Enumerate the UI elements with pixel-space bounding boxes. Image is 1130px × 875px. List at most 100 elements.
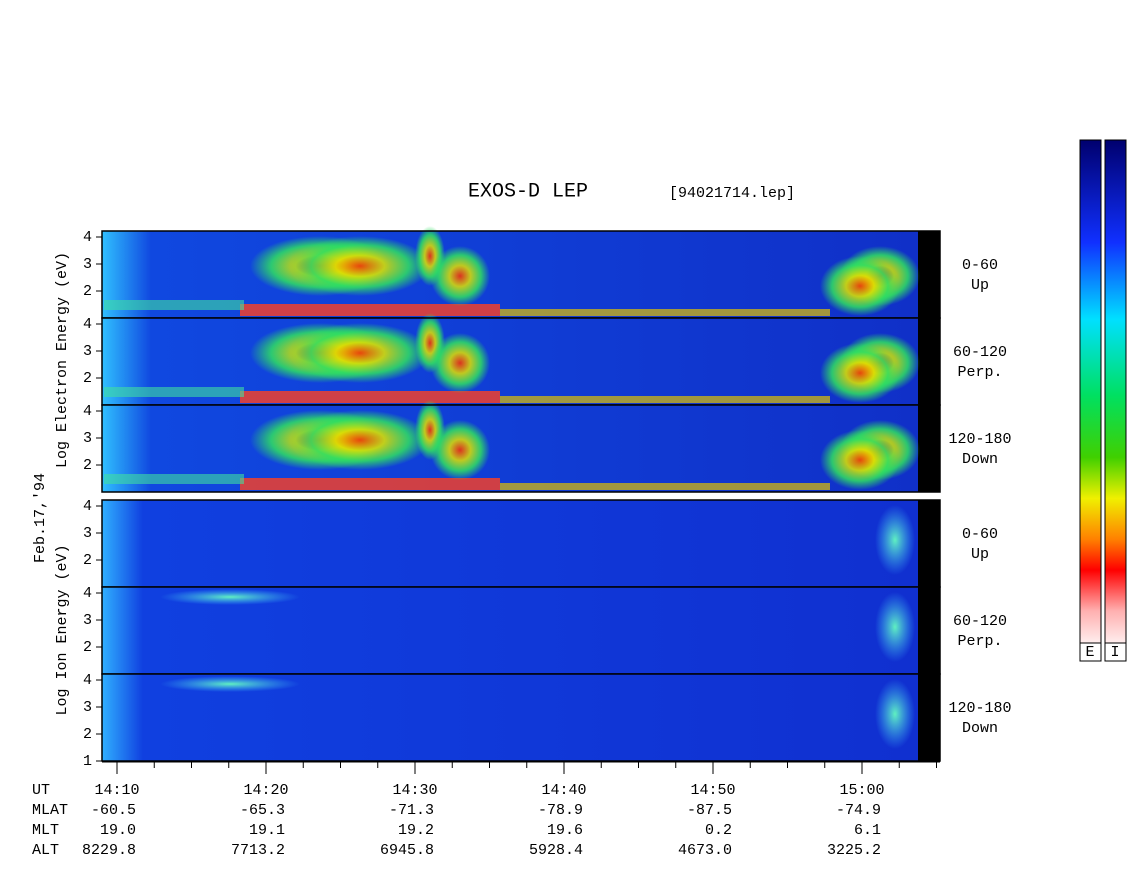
colorbar-label: I [1110,644,1119,661]
orbit-value: 19.1 [249,822,285,839]
low-energy-band [500,396,830,403]
colorbar-e [1079,139,1102,653]
pitch-angle: 0-60 [962,526,998,543]
y-tick-label: 4 [83,585,92,602]
orbit-value: 3225.2 [827,842,881,859]
low-energy-band [500,483,830,490]
y-tick-label: 2 [83,639,92,656]
title: EXOS-D LEP [468,180,588,203]
electron-axis-label: Log Electron Energy (eV) [54,252,71,468]
flux-region [290,236,430,296]
pitch-direction: Up [971,277,989,294]
orbit-value: -65.3 [240,802,285,819]
pitch-angle: 120-180 [948,700,1011,717]
y-tick-label: 3 [83,699,92,716]
no-data-strip [918,405,940,492]
y-tick-label: 3 [83,256,92,273]
orbit-value: -87.5 [687,802,732,819]
orbit-value: -78.9 [538,802,583,819]
y-tick-label: 4 [83,229,92,246]
pitch-direction: Up [971,546,989,563]
y-tick-label: 4 [83,403,92,420]
no-data-strip [918,318,940,405]
panel-frame [101,404,941,493]
colorbar-label-box [1079,642,1102,662]
y-tick-label: 2 [83,552,92,569]
panel-frame [101,673,941,762]
y-tick-label: 3 [83,430,92,447]
no-data-strip [918,231,940,318]
low-energy-band [104,387,244,397]
time-label: 14:20 [243,782,288,799]
time-label: 14:30 [392,782,437,799]
pitch-angle: 0-60 [962,257,998,274]
y-tick-label: 3 [83,525,92,542]
low-energy-band [240,304,500,316]
orbit-value: 19.6 [547,822,583,839]
orbit-value: 19.0 [100,822,136,839]
y-tick-label: 4 [83,672,92,689]
colorbar-label-box [1104,642,1127,662]
flux-region [160,676,300,692]
flux-region [430,333,490,393]
time-label: 15:00 [839,782,884,799]
orbit-value: 6.1 [854,822,881,839]
no-data-strip [918,587,940,674]
flux-region [820,343,900,403]
orbit-value: 0.2 [705,822,732,839]
no-data-strip [918,500,940,587]
flux-region [430,420,490,480]
y-tick-label: 2 [83,726,92,743]
pitch-direction: Perp. [957,633,1002,650]
row-name: MLAT [32,802,68,819]
flux-region [820,256,900,316]
y-tick-label: 1 [83,753,92,770]
y-tick-label: 3 [83,612,92,629]
flux-region [160,589,300,605]
orbit-value: -71.3 [389,802,434,819]
date-label: Feb.17,'94 [32,473,49,563]
pitch-angle: 120-180 [948,431,1011,448]
colorbar-label: E [1085,644,1094,661]
y-tick-label: 4 [83,316,92,333]
low-energy-band [104,300,244,310]
flux-region [875,505,915,575]
ion-axis-label: Log Ion Energy (eV) [54,544,71,715]
no-data-strip [918,674,940,761]
orbit-value: -60.5 [91,802,136,819]
row-name: UT [32,782,50,799]
orbit-value: 4673.0 [678,842,732,859]
pitch-direction: Down [962,720,998,737]
orbit-value: 5928.4 [529,842,583,859]
low-energy-band [240,391,500,403]
pitch-angle: 60-120 [953,344,1007,361]
orbit-value: 8229.8 [82,842,136,859]
file-name: [94021714.lep] [669,185,795,202]
y-tick-label: 2 [83,457,92,474]
flux-region [875,592,915,662]
pitch-direction: Down [962,451,998,468]
orbit-value: 6945.8 [380,842,434,859]
flux-region [430,246,490,306]
y-tick-label: 2 [83,283,92,300]
time-label: 14:40 [541,782,586,799]
row-name: ALT [32,842,59,859]
y-tick-label: 4 [83,498,92,515]
colorbar-i [1104,139,1127,653]
low-energy-band [240,478,500,490]
flux-region [820,430,900,490]
orbit-value: -74.9 [836,802,881,819]
flux-region [875,679,915,749]
row-name: MLT [32,822,59,839]
pitch-angle: 60-120 [953,613,1007,630]
low-energy-band [500,309,830,316]
time-label: 14:10 [94,782,139,799]
time-label: 14:50 [690,782,735,799]
flux-region [290,410,430,470]
flux-region [290,323,430,383]
y-tick-label: 2 [83,370,92,387]
orbit-value: 19.2 [398,822,434,839]
pitch-direction: Perp. [957,364,1002,381]
low-energy-band [104,474,244,484]
